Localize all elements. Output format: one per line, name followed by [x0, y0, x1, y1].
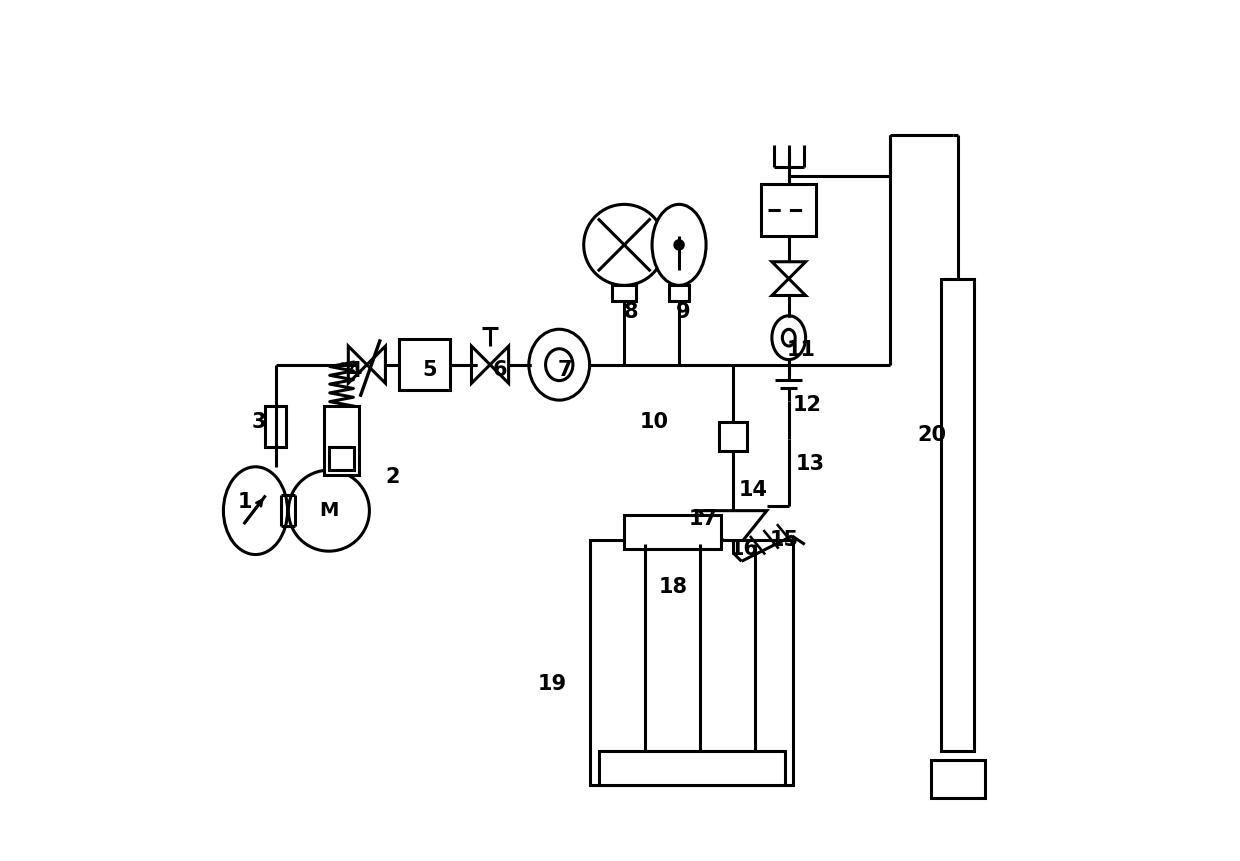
Polygon shape: [490, 346, 508, 383]
Text: 14: 14: [739, 480, 768, 499]
Ellipse shape: [223, 467, 288, 554]
Bar: [930, 759, 985, 797]
Text: 3: 3: [252, 412, 267, 432]
Ellipse shape: [782, 330, 795, 346]
Bar: [941, 279, 975, 751]
Text: 10: 10: [640, 412, 668, 432]
Text: 5: 5: [423, 360, 438, 380]
Ellipse shape: [529, 329, 590, 400]
Text: 20: 20: [918, 424, 946, 445]
Bar: [599, 751, 785, 785]
Text: 18: 18: [658, 577, 688, 597]
Text: 4: 4: [347, 362, 361, 381]
Ellipse shape: [546, 349, 573, 381]
Bar: [265, 406, 286, 447]
Text: 12: 12: [792, 395, 822, 415]
Text: 13: 13: [795, 455, 825, 474]
Polygon shape: [367, 346, 386, 383]
Polygon shape: [699, 511, 766, 553]
Bar: [613, 285, 636, 300]
Text: 15: 15: [770, 530, 799, 550]
Polygon shape: [771, 279, 806, 295]
Bar: [590, 540, 792, 785]
Bar: [761, 184, 816, 237]
Bar: [719, 422, 748, 451]
Ellipse shape: [771, 316, 806, 360]
Polygon shape: [471, 346, 490, 383]
Bar: [624, 515, 722, 548]
Circle shape: [289, 470, 370, 551]
Text: 11: 11: [787, 340, 816, 361]
Text: M: M: [319, 501, 339, 520]
Text: 9: 9: [676, 302, 691, 322]
Text: 1: 1: [237, 492, 252, 512]
Text: 7: 7: [558, 360, 573, 380]
Circle shape: [675, 241, 683, 249]
Text: 16: 16: [729, 539, 759, 559]
Bar: [329, 447, 355, 470]
Polygon shape: [348, 346, 367, 383]
Ellipse shape: [652, 204, 706, 285]
Circle shape: [584, 204, 665, 285]
Bar: [324, 406, 360, 475]
Text: 17: 17: [688, 509, 717, 530]
Text: 2: 2: [384, 467, 399, 487]
Bar: [399, 339, 450, 390]
Polygon shape: [771, 262, 806, 279]
Text: 19: 19: [538, 673, 567, 694]
Text: 6: 6: [494, 360, 507, 380]
Bar: [668, 285, 689, 300]
Text: 8: 8: [624, 302, 639, 322]
